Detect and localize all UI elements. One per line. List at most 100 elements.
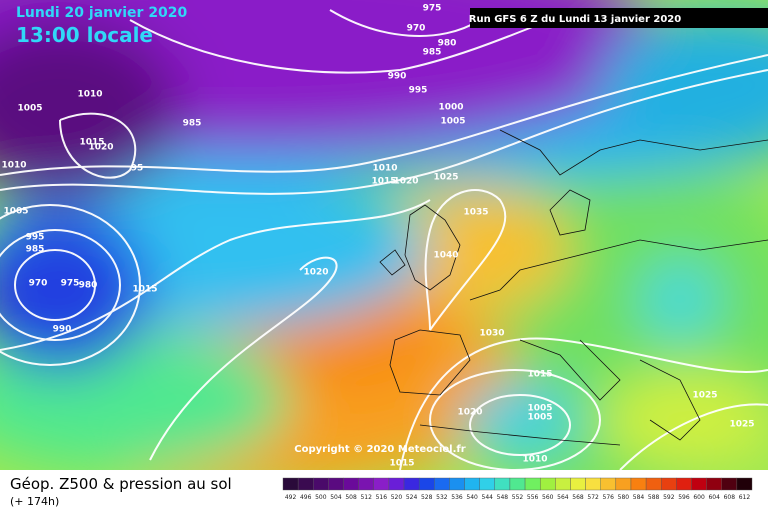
isobar-label: 1025 — [729, 420, 754, 430]
legend-label: 512 — [360, 494, 372, 501]
legend-swatch — [630, 477, 647, 491]
legend-label: 604 — [708, 494, 720, 501]
legend-swatch — [479, 477, 496, 491]
legend-swatch — [464, 477, 480, 491]
legend-label: 564 — [557, 494, 569, 501]
legend-swatch — [570, 477, 586, 491]
run-box — [470, 8, 768, 28]
isobar-label: 1020 — [457, 408, 482, 418]
forecast-date: Lundi 20 janvier 2020 — [16, 5, 188, 21]
isobar-label: 985 — [26, 245, 45, 255]
legend-swatch — [403, 477, 420, 491]
isobar-label: 1025 — [433, 173, 458, 183]
legend-swatch — [434, 477, 450, 491]
isobar-label: 1015 — [371, 177, 396, 187]
isobar-label: 985 — [183, 119, 202, 129]
isobar-label: 1015 — [527, 370, 552, 380]
legend-swatch — [691, 477, 707, 491]
forecast-time: 13:00 locale — [16, 23, 153, 47]
isobar-label: 95 — [131, 164, 144, 174]
legend-label: 580 — [618, 494, 630, 501]
isobar-label: 1015 — [132, 285, 157, 295]
footer-title: Géop. Z500 & pression au sol — [10, 475, 232, 493]
legend-swatch — [555, 477, 571, 491]
legend-label: 536 — [451, 494, 463, 501]
isobar-label: 1010 — [1, 161, 26, 171]
legend-label: 572 — [587, 494, 599, 501]
isobar-label: 980 — [79, 281, 98, 291]
legend-label: 504 — [330, 494, 342, 501]
legend-label: 548 — [497, 494, 509, 501]
isobar-label: 970 — [29, 279, 48, 289]
isobar-label: 990 — [53, 325, 72, 335]
isobar-label: 1010 — [372, 164, 397, 174]
legend-label: 568 — [572, 494, 584, 501]
legend-swatch — [328, 477, 344, 491]
isobar-label: 1010 — [77, 90, 102, 100]
isobar-label: 980 — [438, 39, 457, 49]
isobar-label: 1020 — [393, 177, 418, 187]
legend-swatch — [676, 477, 692, 491]
legend-label: 588 — [648, 494, 660, 501]
legend-label: 520 — [391, 494, 403, 501]
legend-label: 516 — [376, 494, 388, 501]
legend-label: 556 — [527, 494, 539, 501]
legend-label: 544 — [482, 494, 494, 501]
legend-swatch — [449, 477, 465, 491]
legend-swatch — [706, 477, 722, 491]
legend-swatch — [494, 477, 511, 491]
legend-swatch — [600, 477, 617, 491]
legend-swatch — [661, 477, 677, 491]
legend-label: 552 — [512, 494, 524, 501]
legend-swatch — [373, 477, 390, 491]
isobar-label: 1005 — [3, 207, 28, 217]
legend-label: 540 — [466, 494, 478, 501]
isobar-label: 995 — [26, 233, 45, 243]
isobar-label: 1025 — [692, 391, 717, 401]
isobar-label: 1015 — [79, 138, 104, 148]
legend-swatch — [313, 477, 329, 491]
isobar-label: 975 — [61, 279, 80, 289]
legend-swatch — [509, 477, 526, 491]
legend-swatch — [343, 477, 359, 491]
legend-swatch — [615, 477, 632, 491]
legend-swatch — [418, 477, 435, 491]
legend-swatch — [645, 477, 662, 491]
isobar-label: 970 — [407, 24, 426, 34]
isobar-label: 995 — [409, 86, 428, 96]
legend-label: 584 — [633, 494, 645, 501]
isobar-label: 1040 — [433, 251, 458, 261]
legend-label: 608 — [724, 494, 736, 501]
isobar-label: 1015 — [389, 459, 414, 469]
legend-label: 592 — [663, 494, 675, 501]
legend-label: 596 — [678, 494, 690, 501]
legend-label: 576 — [603, 494, 615, 501]
isobar-label: 1000 — [438, 103, 463, 113]
legend-label: 612 — [739, 494, 751, 501]
isobar-label: 1020 — [88, 143, 113, 153]
legend-swatch — [282, 477, 299, 491]
legend-label: 532 — [436, 494, 448, 501]
legend-label: 496 — [300, 494, 312, 501]
isobar-label: 1005 — [440, 117, 465, 127]
legend-label: 600 — [693, 494, 705, 501]
isobar-label: 1030 — [479, 329, 504, 339]
isobar-label: 985 — [423, 48, 442, 58]
isobar-label: 1035 — [463, 208, 488, 218]
run-info: Run GFS 6 Z du Lundi 13 janvier 2020 — [469, 14, 681, 25]
isobar-label: 1005 — [17, 104, 42, 114]
legend-swatch — [524, 477, 541, 491]
legend-swatch — [736, 477, 753, 491]
isobar-label: 975 — [423, 4, 442, 14]
copyright: Copyright © 2020 Meteociel.fr — [294, 444, 465, 455]
isobar-label: 1005 — [527, 413, 552, 423]
legend-label: 492 — [285, 494, 297, 501]
footer-bar — [0, 470, 768, 512]
legend-label: 560 — [542, 494, 554, 501]
legend-swatch — [297, 477, 314, 491]
isobar-label: 1010 — [522, 455, 547, 465]
legend-swatch — [585, 477, 601, 491]
